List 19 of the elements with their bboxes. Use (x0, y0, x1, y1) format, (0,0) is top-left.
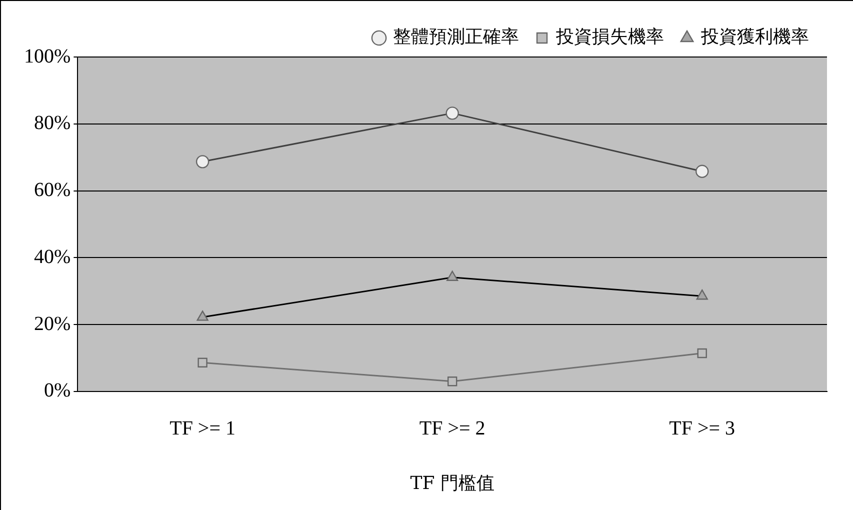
point (196, 155, 210, 168)
y-tick-label: 60% (34, 179, 71, 202)
legend-label: 整體預測正確率 (393, 26, 519, 48)
point (447, 376, 458, 386)
legend-label: 投資獲利機率 (700, 26, 809, 48)
y-tick-label: 40% (34, 246, 71, 268)
point (198, 358, 208, 368)
y-tick-label: 20% (34, 312, 71, 335)
x-tick-label: TF >= 2 (419, 418, 486, 440)
point (697, 348, 707, 358)
x-axis-title: TF 門檻值 (410, 472, 494, 494)
y-tick-label: 80% (34, 112, 71, 134)
x-tick-label: TF >= 3 (669, 418, 736, 440)
point (696, 164, 709, 178)
y-tick-label: 100% (24, 45, 71, 68)
x-tick-label: TF >= 1 (170, 418, 236, 440)
legend-label: 投資損失機率 (555, 26, 664, 48)
y-tick-label: 0% (44, 380, 71, 402)
point (446, 106, 459, 120)
